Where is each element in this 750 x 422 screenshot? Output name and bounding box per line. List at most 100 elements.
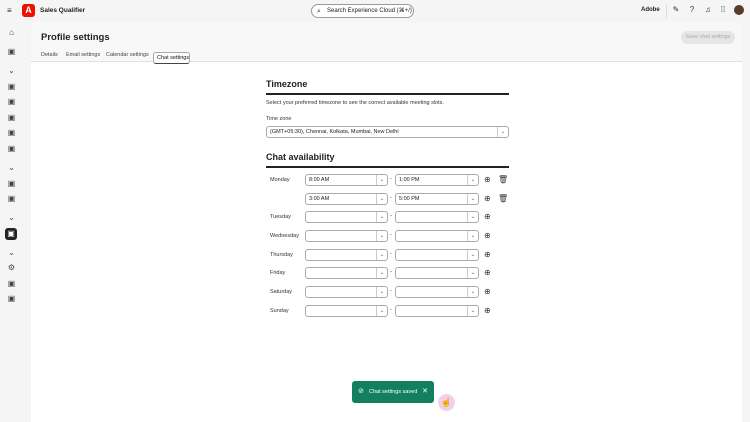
divider bbox=[266, 166, 509, 168]
automation-icon[interactable]: ▣ bbox=[7, 279, 16, 288]
add-circle-icon[interactable]: ⊕ bbox=[484, 231, 491, 240]
timezone-select[interactable]: (GMT+05:30), Chennai, Kolkata, Mumbai, N… bbox=[266, 126, 509, 138]
org-switcher[interactable]: Adobe bbox=[641, 7, 660, 13]
end-time-select[interactable]: 1:00 PM ⌄ bbox=[395, 174, 479, 186]
chevron-down-icon: ⌄ bbox=[467, 306, 478, 316]
chevron-down-icon: ⌄ bbox=[467, 194, 478, 204]
end-time-select[interactable]: ⌄ bbox=[395, 230, 479, 242]
day-label: Sunday bbox=[270, 308, 289, 314]
chevron-down-icon: ⌄ bbox=[467, 231, 478, 241]
toast-notification: ⊘ Chat settings saved ✕ bbox=[352, 381, 434, 403]
tab-details[interactable]: Details bbox=[41, 52, 58, 58]
add-circle-icon[interactable]: ⊕ bbox=[484, 287, 491, 296]
timezone-heading: Timezone bbox=[266, 79, 308, 89]
chevron-down-icon[interactable]: ⌄ bbox=[8, 66, 15, 75]
end-time-select[interactable]: ⌄ bbox=[395, 249, 479, 261]
chevron-down-icon: ⌄ bbox=[376, 287, 387, 297]
chevron-down-icon: ⌄ bbox=[467, 250, 478, 260]
range-dash: - bbox=[390, 213, 392, 219]
range-dash: - bbox=[390, 232, 392, 238]
inbox-icon[interactable]: ▣ bbox=[7, 113, 16, 122]
gear-icon[interactable]: ⚙ bbox=[7, 263, 16, 272]
chevron-down-icon: ⌄ bbox=[467, 175, 478, 185]
chevron-down-icon[interactable]: ⌄ bbox=[8, 248, 15, 257]
calendar-check-icon[interactable]: ▣ bbox=[7, 194, 16, 203]
add-circle-icon[interactable]: ⊕ bbox=[484, 250, 491, 259]
user-manage-icon[interactable]: ▣ bbox=[7, 294, 16, 303]
chat-availability-heading: Chat availability bbox=[266, 152, 335, 162]
chevron-down-icon[interactable]: ⌄ bbox=[8, 213, 15, 222]
analytics-icon[interactable]: ▣ bbox=[7, 144, 16, 153]
page-header bbox=[31, 22, 742, 62]
chevron-down-icon: ⌄ bbox=[376, 194, 387, 204]
end-time-value: 1:00 PM bbox=[399, 177, 420, 183]
search-icon: ⌕ bbox=[317, 8, 321, 15]
report-icon[interactable]: ▣ bbox=[7, 179, 16, 188]
chevron-down-icon: ⌄ bbox=[376, 231, 387, 241]
bell-icon[interactable]: ♫ bbox=[705, 5, 711, 14]
range-dash: - bbox=[390, 269, 392, 275]
chevron-down-icon: ⌄ bbox=[376, 250, 387, 260]
timezone-label: Time zone bbox=[266, 116, 292, 122]
app-name: Sales Qualifier bbox=[40, 7, 86, 14]
divider bbox=[666, 4, 667, 18]
page-title: Profile settings bbox=[41, 32, 110, 43]
end-time-select[interactable]: ⌄ bbox=[395, 305, 479, 317]
calendar-icon[interactable]: ▣ bbox=[7, 128, 16, 137]
end-time-select[interactable]: ⌄ bbox=[395, 267, 479, 279]
start-time-select[interactable]: 3:00 AM ⌄ bbox=[305, 193, 388, 205]
trash-icon[interactable]: 🗑 bbox=[498, 175, 509, 184]
timezone-description: Select your preferred timezone to see th… bbox=[266, 100, 444, 106]
start-time-select[interactable]: ⌄ bbox=[305, 267, 388, 279]
list-icon[interactable]: ▣ bbox=[7, 82, 16, 91]
help-icon[interactable]: ? bbox=[689, 5, 695, 14]
trash-icon[interactable]: 🗑 bbox=[498, 194, 509, 203]
add-circle-icon[interactable]: ⊕ bbox=[484, 194, 491, 203]
day-label: Monday bbox=[270, 177, 290, 183]
start-time-select[interactable]: 8:00 AM ⌄ bbox=[305, 174, 388, 186]
save-chat-settings-button[interactable]: Save chat settings bbox=[681, 31, 735, 44]
day-label: Saturday bbox=[270, 289, 293, 295]
chevron-down-icon: ⌄ bbox=[467, 212, 478, 222]
chevron-down-icon[interactable]: ⌄ bbox=[8, 163, 15, 172]
day-label: Tuesday bbox=[270, 214, 291, 220]
day-label: Friday bbox=[270, 270, 286, 276]
end-time-select[interactable]: 5:00 PM ⌄ bbox=[395, 193, 479, 205]
close-icon[interactable]: ✕ bbox=[422, 388, 428, 395]
accounts-icon[interactable]: ▣ bbox=[7, 47, 16, 56]
link-icon[interactable]: ▣ bbox=[7, 97, 16, 106]
tab-calendar-settings[interactable]: Calendar settings bbox=[106, 52, 149, 58]
start-time-select[interactable]: ⌄ bbox=[305, 249, 388, 261]
start-time-value: 8:00 AM bbox=[309, 177, 330, 183]
tab-email-settings[interactable]: Email settings bbox=[66, 52, 101, 58]
end-time-select[interactable]: ⌄ bbox=[395, 286, 479, 298]
add-circle-icon[interactable]: ⊕ bbox=[484, 306, 491, 315]
home-icon[interactable]: ⌂ bbox=[9, 28, 14, 37]
add-circle-icon[interactable]: ⊕ bbox=[484, 268, 491, 277]
start-time-select[interactable]: ⌄ bbox=[305, 230, 388, 242]
checkmark-circle-icon: ⊘ bbox=[358, 388, 364, 395]
apps-grid-icon[interactable]: ⁞⁞ bbox=[720, 5, 726, 14]
start-time-select[interactable]: ⌄ bbox=[305, 305, 388, 317]
chevron-down-icon: ⌄ bbox=[467, 268, 478, 278]
divider bbox=[266, 93, 509, 95]
top-bar: ≡ A Sales Qualifier ⌕ Search Experience C… bbox=[0, 0, 750, 22]
start-time-select[interactable]: ⌄ bbox=[305, 286, 388, 298]
feedback-icon[interactable]: ✎ bbox=[672, 5, 680, 14]
add-circle-icon[interactable]: ⊕ bbox=[484, 175, 491, 184]
menu-icon[interactable]: ≡ bbox=[7, 6, 12, 15]
avatar[interactable] bbox=[734, 5, 744, 15]
timezone-value: (GMT+05:30), Chennai, Kolkata, Mumbai, N… bbox=[270, 129, 399, 135]
start-time-select[interactable]: ⌄ bbox=[305, 211, 388, 223]
tab-chat-settings[interactable]: Chat settings bbox=[153, 52, 191, 64]
add-circle-icon[interactable]: ⊕ bbox=[484, 212, 491, 221]
chevron-down-icon: ⌄ bbox=[497, 127, 508, 137]
search-placeholder: Search Experience Cloud (⌘+/) bbox=[327, 8, 412, 14]
search-input[interactable]: ⌕ Search Experience Cloud (⌘+/) bbox=[311, 4, 414, 18]
range-dash: - bbox=[390, 195, 392, 201]
end-time-select[interactable]: ⌄ bbox=[395, 211, 479, 223]
day-label: Wednesday bbox=[270, 233, 299, 239]
range-dash: - bbox=[390, 307, 392, 313]
chevron-down-icon: ⌄ bbox=[376, 306, 387, 316]
user-settings-icon[interactable]: ▣ bbox=[5, 228, 17, 240]
